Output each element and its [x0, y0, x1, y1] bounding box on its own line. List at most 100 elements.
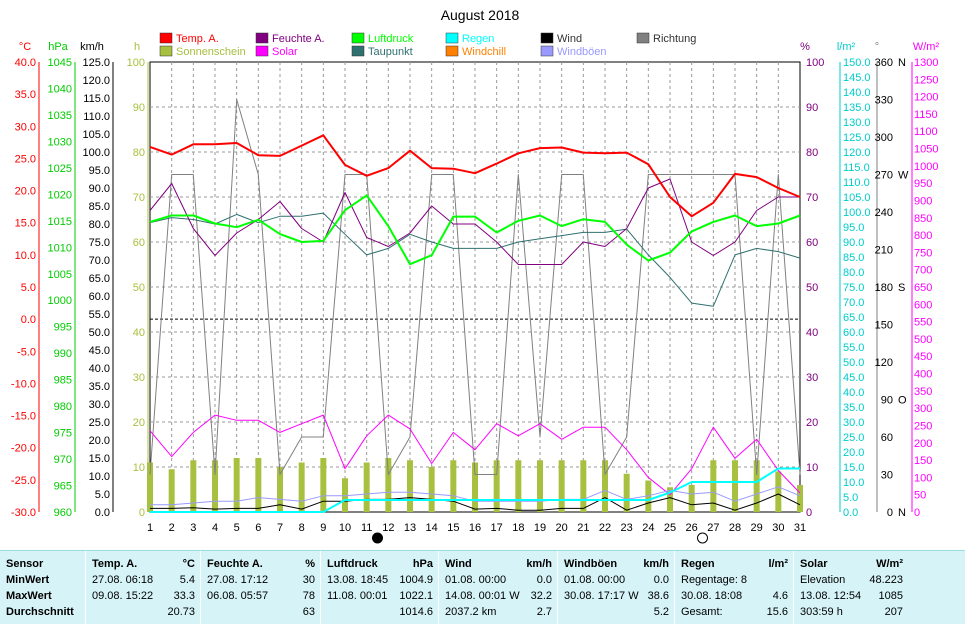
compass-label: N: [898, 507, 906, 519]
kmh-tick-label: 15.0: [89, 453, 110, 465]
stats-cell-value: 15.6: [766, 606, 788, 618]
sunshine-bar: [602, 460, 608, 512]
temp-tick-label: -10.0: [11, 378, 36, 390]
kmh-tick-label: 110.0: [83, 111, 110, 123]
dir-unit-label: °: [875, 41, 879, 53]
kmh-tick-label: 75.0: [89, 237, 110, 249]
stats-cell-label: 13.08. 18:45: [327, 574, 389, 586]
rain-unit-label: l/m²: [837, 41, 856, 53]
stats-cell-value: 63: [302, 606, 315, 618]
stats-cell-value: 30: [302, 574, 315, 586]
rain-tick-label: 45.0: [843, 372, 864, 384]
legend-label: Feuchte A.: [272, 33, 325, 45]
legend-swatch: [255, 32, 269, 44]
temp-tick-label: 0.0: [21, 314, 36, 326]
sunshine-bar: [775, 471, 782, 512]
kmh-tick-label: 60.0: [89, 291, 110, 303]
x-tick-label: 16: [469, 522, 481, 534]
legend-swatch: [351, 32, 365, 44]
rain-tick-label: 95.0: [843, 222, 864, 234]
dir-tick-label: 330: [875, 95, 893, 107]
rain-tick-label: 70.0: [843, 297, 864, 309]
pct-tick-label: 100: [806, 57, 824, 69]
legend-swatch: [445, 45, 459, 57]
solar-tick-label: 1250: [914, 74, 938, 86]
hpa-tick-label: 985: [54, 375, 72, 387]
solar-tick-label: 350: [914, 386, 932, 398]
stats-cell-label: Elevation: [800, 574, 846, 586]
stats-cell-value: 1085: [878, 590, 903, 602]
temp-tick-label: 5.0: [21, 282, 36, 294]
rain-tick-label: 25.0: [843, 432, 864, 444]
rain-tick-label: 30.0: [843, 417, 864, 429]
temp-tick-label: -5.0: [17, 346, 36, 358]
stats-cell-label: 06.08. 05:57: [207, 590, 269, 602]
rain-tick-label: 40.0: [843, 387, 864, 399]
hpa-tick-label: 975: [54, 428, 72, 440]
h-tick-label: 80: [133, 147, 145, 159]
series-line-luftdruck: [149, 194, 801, 266]
temp-tick-label: -20.0: [11, 443, 36, 455]
dir-tick-label: 270: [875, 170, 893, 182]
rain-tick-label: 50.0: [843, 357, 864, 369]
solar-tick-label: 650: [914, 282, 932, 294]
solar-tick-label: 300: [914, 403, 932, 415]
legend-swatch: [445, 32, 459, 44]
rain-tick-label: 105.0: [843, 192, 871, 204]
sunshine-bar: [385, 458, 392, 512]
kmh-tick-label: 0.0: [95, 507, 110, 519]
x-tick-label: 15: [447, 522, 459, 534]
stats-cell-value: 1004.9: [399, 574, 433, 586]
stats-cell-value: 0.0: [653, 574, 669, 586]
x-tick-label: 22: [599, 522, 611, 534]
x-tick-label: 26: [686, 522, 698, 534]
rain-tick-label: 60.0: [843, 327, 864, 339]
sunshine-bar: [342, 478, 348, 512]
sunshine-bar: [450, 460, 457, 512]
temp-tick-label: 35.0: [15, 89, 36, 101]
x-tick-label: 20: [556, 522, 568, 534]
rain-tick-label: 100.0: [843, 207, 871, 219]
chart-legend: Temp. A. Feuchte A. Luftdruck Regen Wind Rich…: [159, 32, 696, 58]
temp-tick-label: 20.0: [15, 186, 36, 198]
legend-swatch: [351, 45, 365, 57]
temp-tick-label: 10.0: [15, 250, 36, 262]
stats-column-separator: [438, 551, 439, 624]
hpa-tick-label: 1020: [48, 189, 72, 201]
stats-row-label: Durchschnitt: [6, 606, 74, 618]
moon-markers: [372, 532, 708, 544]
x-tick-label: 19: [534, 522, 546, 534]
series-line-solar: [149, 414, 801, 496]
pct-tick-label: 90: [806, 102, 818, 114]
legend-swatch: [159, 45, 173, 57]
h-tick-label: 0: [139, 507, 145, 519]
sunshine-bar: [493, 460, 500, 512]
sunshine-bar: [147, 462, 153, 512]
stats-cell-label: 30.08. 18:08: [681, 590, 743, 602]
kmh-unit-label: km/h: [80, 41, 104, 53]
kmh-tick-label: 50.0: [89, 327, 110, 339]
rain-tick-label: 120.0: [843, 147, 871, 159]
solar-tick-label: 550: [914, 317, 932, 329]
stats-cell-label: 30.08. 17:17 W: [564, 590, 639, 602]
rain-tick-label: 110.0: [843, 177, 870, 189]
kmh-tick-label: 80.0: [89, 219, 110, 231]
solar-tick-label: 450: [914, 351, 932, 363]
kmh-tick-label: 40.0: [89, 363, 110, 375]
dir-tick-label: 150: [875, 320, 893, 332]
kmh-tick-label: 45.0: [89, 345, 110, 357]
hpa-tick-label: 980: [54, 401, 72, 413]
stats-row-label: Sensor: [6, 558, 44, 570]
rain-tick-label: 115.0: [843, 162, 870, 174]
x-tick-label: 21: [577, 522, 589, 534]
compass-label: N: [898, 57, 906, 69]
x-tick-label: 10: [339, 522, 351, 534]
legend-swatch: [540, 45, 554, 57]
rain-tick-label: 10.0: [843, 477, 864, 489]
sunshine-bar: [363, 462, 370, 512]
stats-cell-value: 32.2: [530, 590, 552, 602]
series-line-wind: [150, 493, 801, 511]
stats-group-title: Feuchte A.: [207, 558, 263, 570]
kmh-tick-label: 85.0: [89, 201, 110, 213]
pct-tick-label: 30: [806, 372, 818, 384]
